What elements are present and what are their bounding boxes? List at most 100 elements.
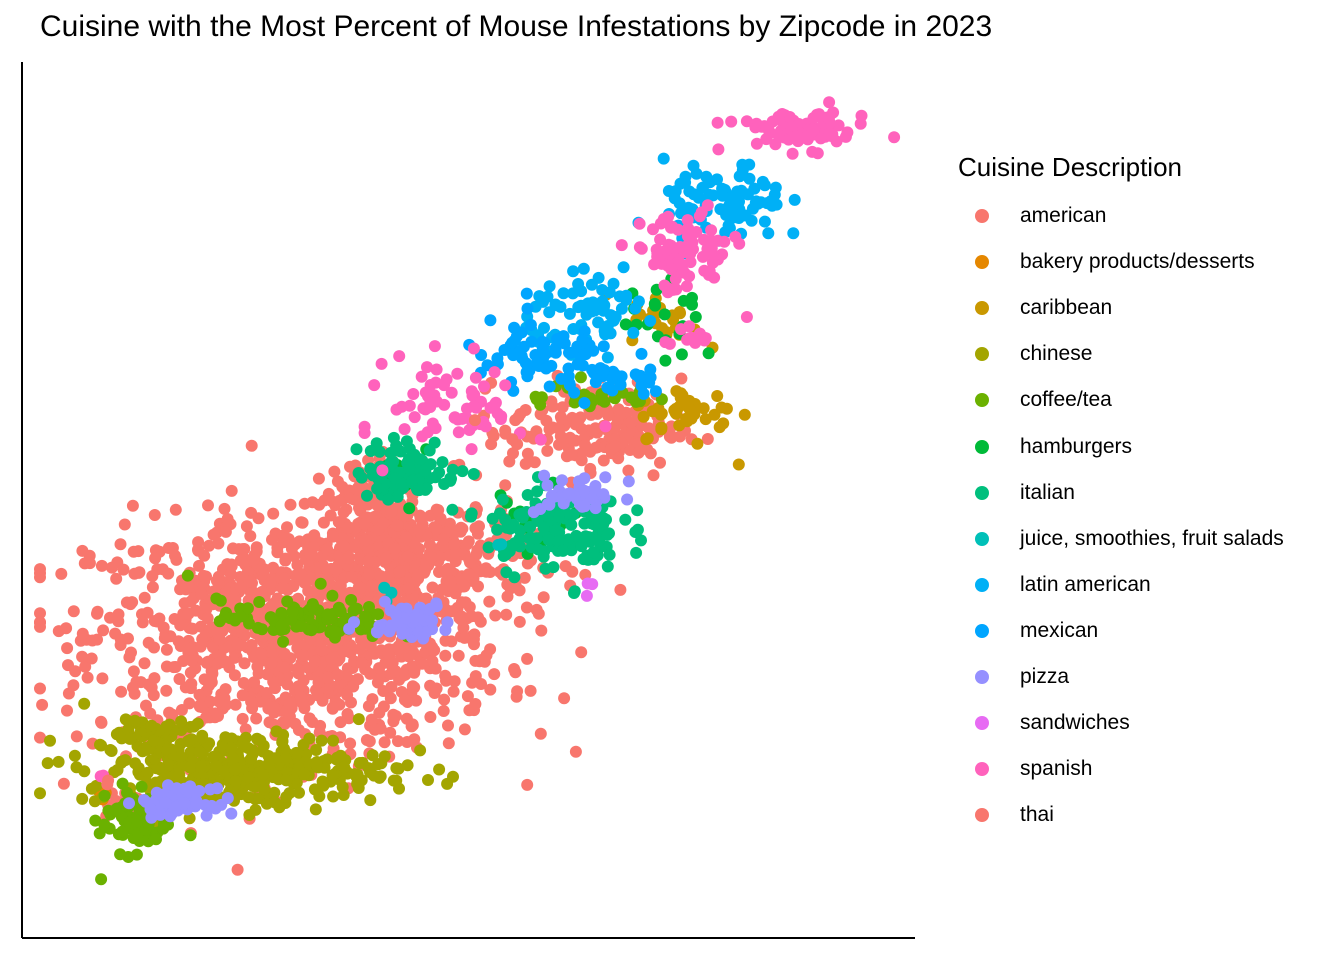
data-point <box>662 210 675 223</box>
data-point <box>378 595 391 608</box>
data-point <box>209 707 222 720</box>
data-point <box>632 295 645 308</box>
data-point <box>416 430 429 443</box>
data-point <box>182 607 195 620</box>
data-point <box>236 689 249 702</box>
data-point <box>810 108 823 121</box>
data-point <box>679 176 692 189</box>
data-point <box>596 284 609 296</box>
data-point <box>267 701 280 713</box>
data-point <box>245 695 258 708</box>
data-point <box>456 522 469 535</box>
data-point <box>839 130 852 143</box>
data-point <box>76 544 89 557</box>
data-point <box>499 424 512 437</box>
data-point <box>663 337 676 350</box>
data-point <box>402 582 415 595</box>
data-point <box>286 606 299 619</box>
data-point <box>284 498 297 511</box>
data-point <box>326 589 339 602</box>
data-point <box>579 348 592 361</box>
data-point <box>256 623 268 636</box>
points-layer <box>34 96 901 886</box>
data-point <box>204 695 217 708</box>
data-point <box>647 223 659 236</box>
data-point <box>568 587 580 599</box>
data-point <box>368 723 381 736</box>
data-point <box>552 535 565 548</box>
data-point <box>422 774 434 786</box>
data-point <box>400 531 413 544</box>
data-point <box>521 778 534 791</box>
data-point <box>538 469 551 482</box>
data-point <box>359 610 372 623</box>
data-point <box>433 466 446 479</box>
data-point <box>675 258 688 271</box>
data-point <box>345 594 358 606</box>
data-point <box>567 265 580 278</box>
data-point <box>175 715 188 728</box>
data-point <box>597 454 610 467</box>
data-point <box>606 384 619 397</box>
data-point <box>327 790 340 803</box>
data-point <box>633 241 646 254</box>
data-point <box>655 423 668 436</box>
data-point <box>256 769 269 781</box>
data-point <box>426 581 439 594</box>
legend-label: sandwiches <box>1020 711 1130 735</box>
legend-key-dot <box>975 531 989 546</box>
data-point <box>153 612 166 625</box>
data-point <box>298 497 311 510</box>
data-point <box>402 453 415 466</box>
data-point <box>34 620 46 633</box>
data-point <box>585 278 598 291</box>
data-point <box>250 541 263 554</box>
data-point <box>758 215 771 228</box>
data-point <box>446 463 459 476</box>
data-point <box>474 615 487 628</box>
data-point <box>538 336 551 349</box>
data-point <box>251 733 264 746</box>
data-point <box>578 500 591 513</box>
legend-item: mexican <box>958 608 1284 654</box>
data-point <box>468 638 480 651</box>
data-point <box>415 370 428 383</box>
data-point <box>426 655 439 668</box>
data-point <box>295 620 307 632</box>
data-point <box>491 352 504 365</box>
data-point <box>240 520 253 533</box>
data-point <box>169 503 182 516</box>
data-point <box>482 541 495 554</box>
legend-key-dot <box>975 209 989 224</box>
data-point <box>447 770 459 783</box>
data-point <box>442 737 455 750</box>
data-point <box>478 380 490 393</box>
data-point <box>345 492 358 505</box>
data-point <box>273 801 286 814</box>
legend-item: sandwiches <box>958 700 1284 746</box>
data-point <box>157 621 170 634</box>
data-point <box>571 358 584 371</box>
data-point <box>553 510 565 523</box>
data-point <box>400 435 413 448</box>
data-point <box>116 777 129 790</box>
data-point <box>465 510 477 523</box>
data-point <box>406 718 419 731</box>
data-point <box>462 568 475 581</box>
data-point <box>76 792 89 805</box>
data-point <box>281 521 293 534</box>
legend-label: coffee/tea <box>1020 388 1112 412</box>
data-point <box>630 546 643 559</box>
data-point <box>200 656 213 669</box>
data-point <box>350 483 363 496</box>
data-point <box>769 181 782 194</box>
data-point <box>352 713 365 726</box>
data-point <box>539 348 552 361</box>
data-point <box>372 608 385 621</box>
legend-item: juice, smoothies, fruit salads <box>958 516 1284 562</box>
data-point <box>109 803 122 816</box>
data-point <box>326 769 339 782</box>
data-point <box>338 645 350 658</box>
data-point <box>458 723 471 736</box>
data-point <box>692 191 705 204</box>
